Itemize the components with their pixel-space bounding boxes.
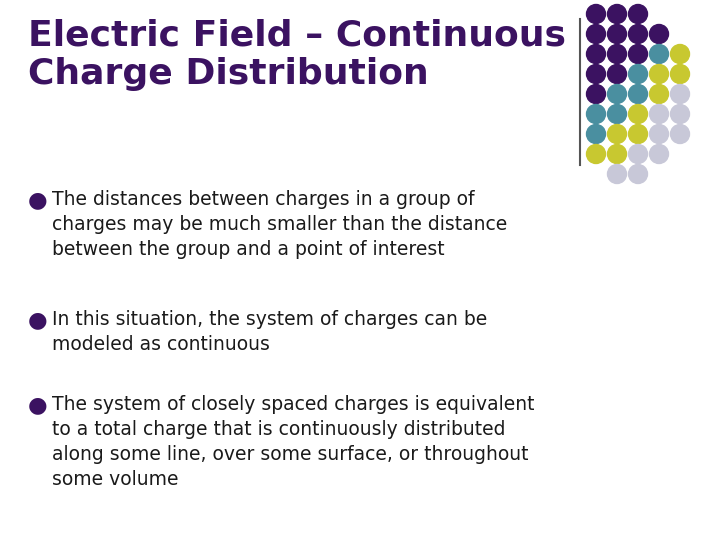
Circle shape bbox=[587, 44, 606, 64]
Circle shape bbox=[587, 84, 606, 104]
Circle shape bbox=[629, 84, 647, 104]
Circle shape bbox=[649, 24, 668, 44]
Circle shape bbox=[670, 44, 690, 64]
Circle shape bbox=[587, 125, 606, 144]
Circle shape bbox=[608, 4, 626, 24]
Circle shape bbox=[608, 105, 626, 124]
Text: ●: ● bbox=[28, 395, 48, 415]
Text: The system of closely spaced charges is equivalent
to a total charge that is con: The system of closely spaced charges is … bbox=[52, 395, 534, 489]
Text: In this situation, the system of charges can be
modeled as continuous: In this situation, the system of charges… bbox=[52, 310, 487, 354]
Circle shape bbox=[629, 125, 647, 144]
Circle shape bbox=[649, 105, 668, 124]
Circle shape bbox=[670, 64, 690, 84]
Text: ●: ● bbox=[28, 190, 48, 210]
Circle shape bbox=[629, 24, 647, 44]
Circle shape bbox=[670, 105, 690, 124]
Circle shape bbox=[608, 145, 626, 164]
Circle shape bbox=[629, 64, 647, 84]
Circle shape bbox=[649, 84, 668, 104]
Text: The distances between charges in a group of
charges may be much smaller than the: The distances between charges in a group… bbox=[52, 190, 508, 259]
Circle shape bbox=[608, 24, 626, 44]
Circle shape bbox=[587, 64, 606, 84]
Circle shape bbox=[629, 4, 647, 24]
Circle shape bbox=[670, 84, 690, 104]
Circle shape bbox=[629, 44, 647, 64]
Circle shape bbox=[649, 145, 668, 164]
Circle shape bbox=[608, 165, 626, 184]
Circle shape bbox=[608, 84, 626, 104]
Circle shape bbox=[629, 165, 647, 184]
Circle shape bbox=[587, 105, 606, 124]
Circle shape bbox=[629, 145, 647, 164]
Circle shape bbox=[608, 125, 626, 144]
Circle shape bbox=[608, 44, 626, 64]
Circle shape bbox=[608, 64, 626, 84]
Circle shape bbox=[587, 24, 606, 44]
Text: Electric Field – Continuous
Charge Distribution: Electric Field – Continuous Charge Distr… bbox=[28, 18, 566, 91]
Circle shape bbox=[649, 44, 668, 64]
Circle shape bbox=[649, 125, 668, 144]
Circle shape bbox=[649, 64, 668, 84]
Circle shape bbox=[670, 125, 690, 144]
Circle shape bbox=[587, 145, 606, 164]
Circle shape bbox=[587, 4, 606, 24]
Circle shape bbox=[629, 105, 647, 124]
Text: ●: ● bbox=[28, 310, 48, 330]
